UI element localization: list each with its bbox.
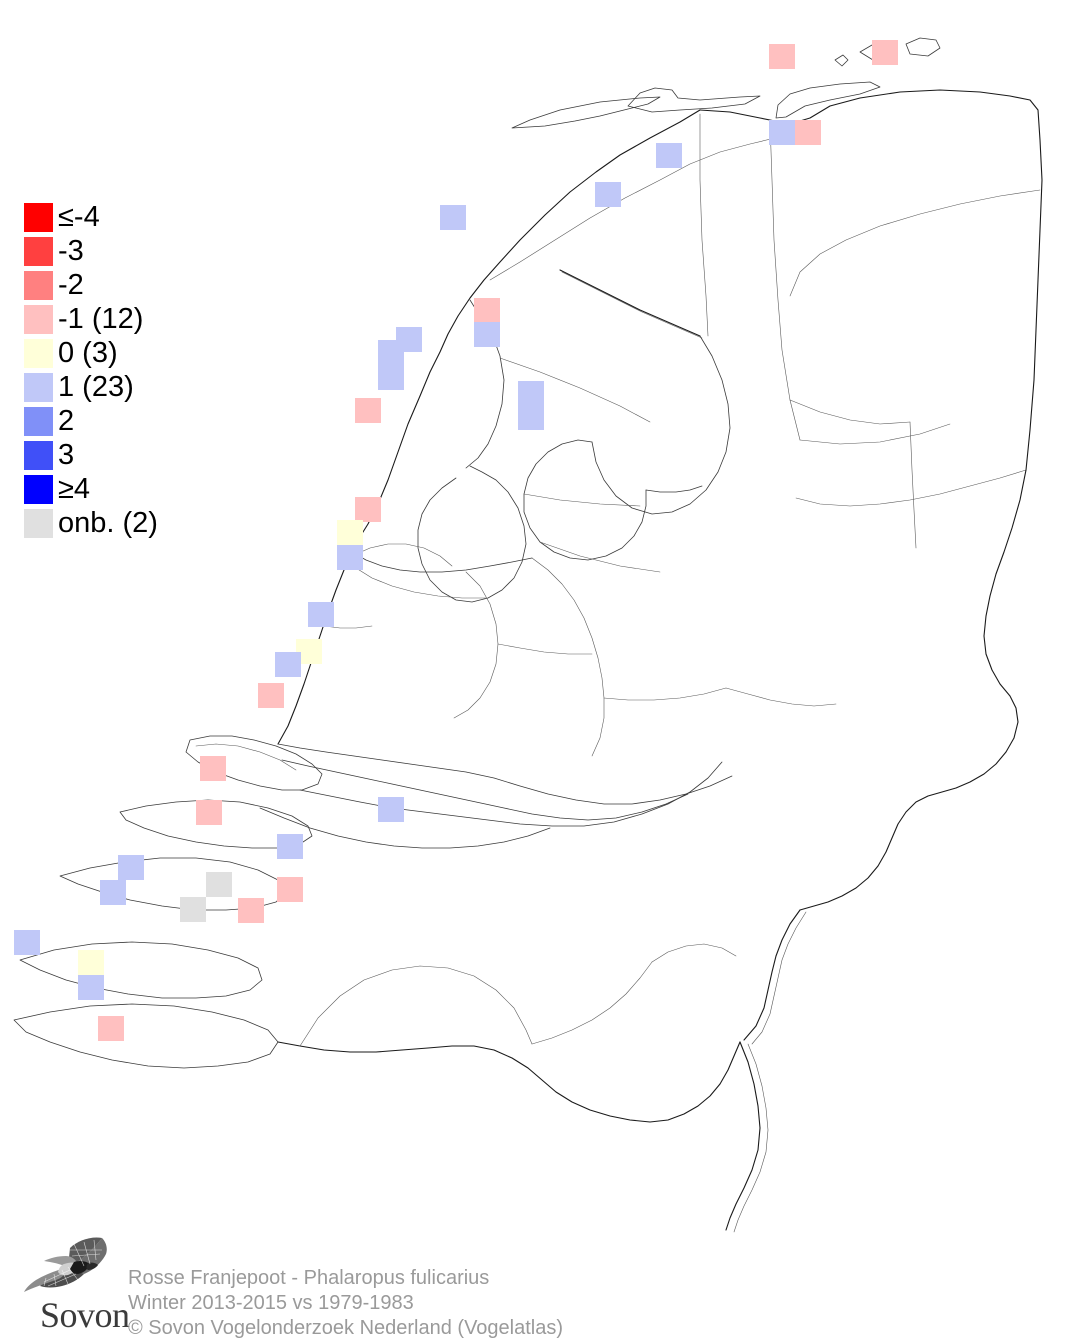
legend-le-minus4-swatch (24, 202, 53, 232)
legend-minus1-swatch (24, 304, 53, 334)
legend-row: onb. (2) (24, 506, 214, 540)
caption-period: Winter 2013-2015 vs 1979-1983 (128, 1292, 414, 1314)
caption-copyright: © Sovon Vogelonderzoek Nederland (Vogela… (128, 1317, 564, 1339)
legend-zero-swatch (24, 338, 53, 368)
legend-row: ≥4 (24, 472, 214, 506)
caption-species: Rosse Franjepoot - Phalaropus fulicarius (128, 1267, 490, 1289)
legend-plus2-swatch (24, 406, 53, 436)
legend-row: 3 (24, 438, 214, 472)
legend-row: 2 (24, 404, 214, 438)
legend-row: 0 (3) (24, 336, 214, 370)
legend-le-minus4-label: ≤-4 (58, 200, 100, 233)
legend-plus3-label: 3 (58, 438, 75, 471)
map-outline-svg (13, 37, 1043, 1233)
legend-plus1-swatch (24, 372, 53, 402)
legend-plus3-swatch (24, 440, 53, 470)
legend-ge4-swatch (24, 474, 53, 504)
legend-row: 1 (23) (24, 370, 214, 404)
legend-minus3-swatch (24, 236, 53, 266)
legend-row: ≤-4 (24, 200, 214, 234)
netherlands-map (13, 37, 1043, 1233)
legend-minus1-label: -1 (12) (58, 302, 144, 335)
swallow-bird-icon (24, 1237, 107, 1292)
legend-unknown-swatch (24, 508, 53, 538)
legend-zero-label: 0 (3) (58, 336, 118, 369)
sovon-logo: Sovon (18, 1236, 130, 1336)
legend-row: -2 (24, 268, 214, 302)
legend-row: -1 (12) (24, 302, 214, 336)
legend-minus2-swatch (24, 270, 53, 300)
legend: ≤-4 -3 -2 -1 (12) 0 (3) 1 (23) 2 3 ≥4 onb. (2… (24, 200, 214, 540)
legend-row: -3 (24, 234, 214, 268)
sovon-wordmark: Sovon (40, 1295, 130, 1335)
legend-minus3-label: -3 (58, 234, 84, 267)
legend-plus2-label: 2 (58, 404, 75, 437)
caption: Rosse Franjepoot - Phalaropus fulicarius… (128, 1266, 828, 1341)
legend-minus2-label: -2 (58, 268, 84, 301)
legend-ge4-label: ≥4 (58, 472, 91, 505)
legend-plus1-label: 1 (23) (58, 370, 134, 403)
legend-unknown-label: onb. (2) (58, 506, 158, 539)
